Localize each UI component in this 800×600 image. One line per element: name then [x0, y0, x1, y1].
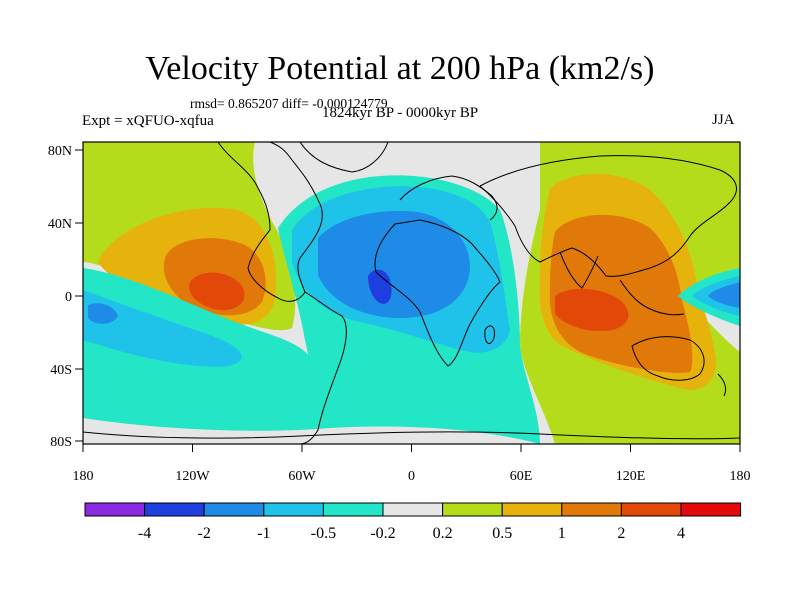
lon-label-60e: 60E	[510, 469, 533, 484]
colorbar-swatch-6	[442, 502, 503, 517]
coast-southeast-asia	[619, 279, 685, 316]
lon-label-120e: 120E	[616, 469, 646, 484]
colorbar-label-neg4: -4	[138, 525, 151, 542]
experiment-label: Expt = xQFUO-xqfua	[82, 113, 214, 129]
colorbar-label-1: 1	[558, 525, 566, 542]
coast-africa	[374, 219, 501, 367]
colorbar-label-neg2: -2	[198, 525, 211, 542]
colorbar-label-4: 4	[677, 525, 685, 542]
coast-asia	[479, 155, 737, 277]
coast-madagascar	[484, 325, 495, 345]
colorbar-label-neg0.2: -0.2	[370, 525, 395, 542]
coast-south-america	[299, 291, 347, 444]
contour-neg-2-atlantic	[368, 269, 392, 304]
contour-neg-1-southpacific	[88, 303, 118, 324]
coastlines	[83, 142, 740, 444]
coast-greenland	[299, 142, 389, 173]
lon-label-120w: 120W	[175, 469, 210, 484]
period-label: 1824kyr BP - 0000kyr BP	[322, 105, 479, 121]
colorbar-swatch-4	[322, 502, 384, 517]
colorbar: -4 -2 -1 -0.5 -0.2 0.2 0.5 1 2 4	[84, 502, 742, 542]
coast-indian-subcontinent	[559, 251, 599, 289]
lon-label-0: 0	[408, 469, 415, 484]
lat-label-80s: 80S	[50, 435, 72, 450]
coast-north-america	[217, 142, 323, 302]
lon-ticks	[82, 444, 741, 452]
contour-pos-2-westlobe	[189, 272, 245, 311]
lat-label-40n: 40N	[48, 217, 72, 232]
contour-neg-1-atlantic	[318, 211, 470, 318]
colorbar-swatch-8	[561, 502, 622, 517]
lat-label-0: 0	[65, 290, 72, 305]
map-title: Velocity Potential at 200 hPa (km2/s)	[145, 50, 655, 87]
colorbar-label-neg0.5: -0.5	[311, 525, 336, 542]
contour-pos-0.2-neboundary	[83, 142, 120, 170]
coast-australia	[631, 336, 705, 381]
contour-pos-2-indopacific	[555, 288, 629, 332]
stats-text: rmsd= 0.865207 diff= -0.000124779	[190, 96, 388, 111]
contour-neg-0.5-southpacific	[83, 290, 242, 367]
coast-europe	[399, 175, 498, 221]
lat-ticks	[75, 149, 83, 442]
contour-neutral-south	[83, 418, 540, 444]
colorbar-swatch-5	[382, 502, 444, 517]
colorbar-swatch-3	[263, 502, 324, 517]
lat-label-80n: 80N	[48, 144, 72, 159]
colorbar-label-neg1: -1	[257, 525, 270, 542]
colorbar-swatch-7	[501, 502, 563, 517]
lon-label-180e: 180	[730, 469, 751, 484]
colorbar-label-0.2: 0.2	[433, 525, 453, 542]
contour-neg-1-eastpacific	[708, 282, 740, 308]
colorbar-swatch-9	[620, 502, 682, 517]
lat-label-40s: 40S	[50, 363, 72, 378]
coast-antarctica	[83, 431, 740, 440]
colorbar-swatch-1	[144, 502, 205, 517]
coast-new-zealand	[717, 373, 727, 397]
colorbar-swatch-10	[680, 502, 742, 517]
colorbar-swatch-2	[203, 502, 265, 517]
colorbar-label-0.5: 0.5	[492, 525, 512, 542]
lon-label-180w: 180	[73, 469, 94, 484]
lon-label-60w: 60W	[288, 469, 316, 484]
colorbar-label-2: 2	[617, 525, 625, 542]
contour-fill	[83, 142, 740, 444]
colorbar-swatch-0	[84, 502, 146, 517]
season-label: JJA	[712, 112, 735, 128]
